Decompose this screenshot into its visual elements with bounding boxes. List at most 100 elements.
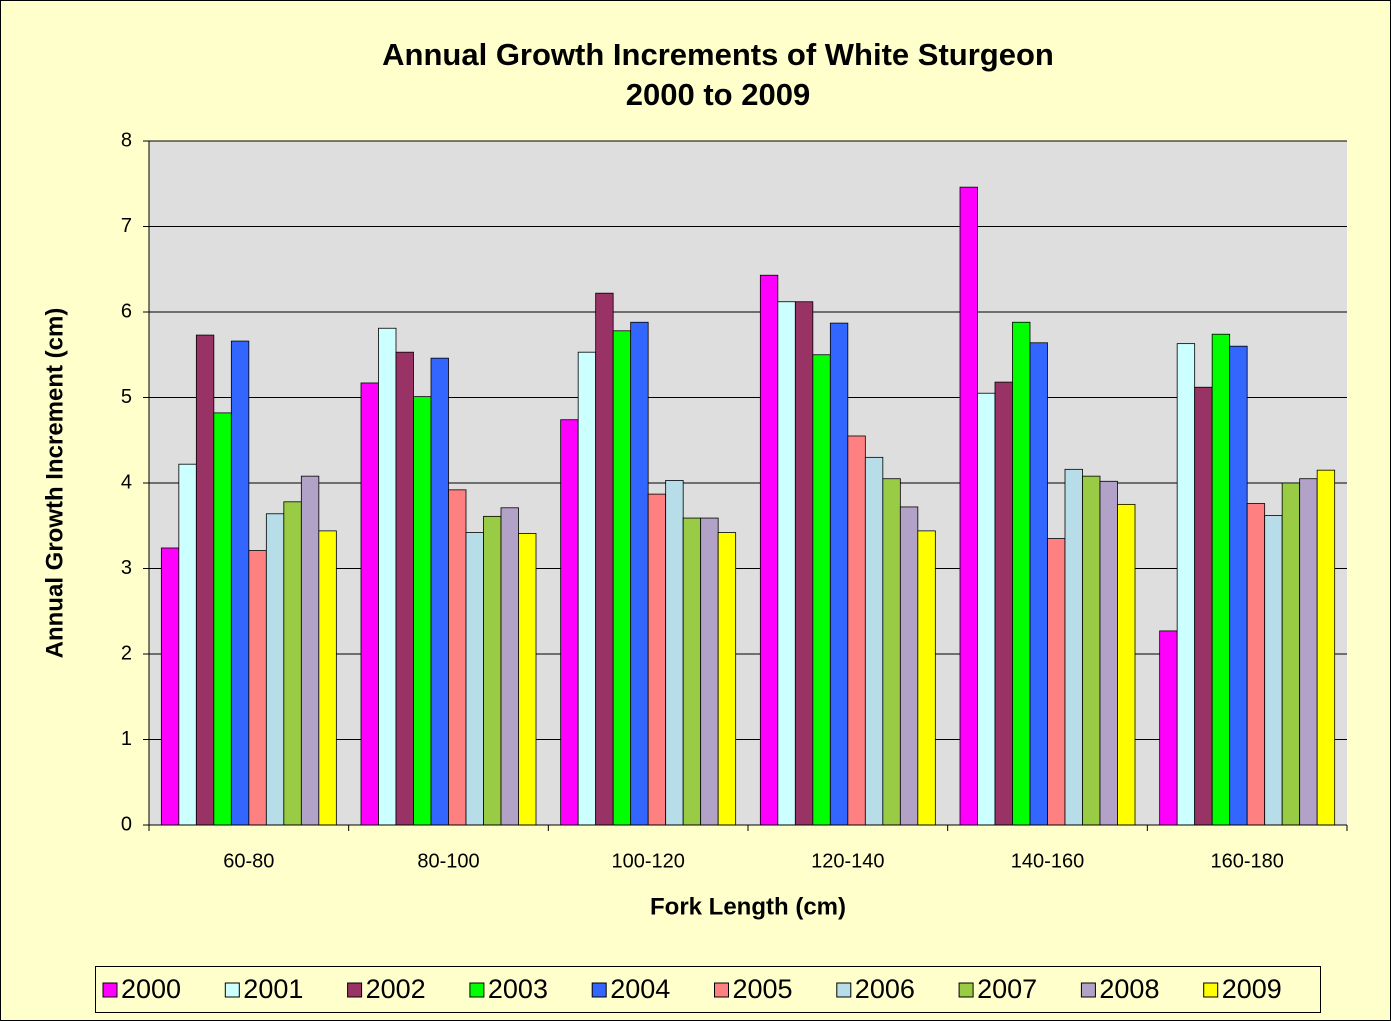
- bar: [759, 274, 779, 826]
- bar: [812, 354, 831, 826]
- legend-label: 2008: [1099, 974, 1159, 1004]
- bar: [1012, 321, 1031, 826]
- bar: [959, 186, 978, 826]
- bar: [1211, 333, 1231, 826]
- x-tick-label: 120-140: [811, 850, 884, 872]
- legend-label: 2009: [1222, 974, 1282, 1004]
- bar: [847, 435, 866, 826]
- x-tick-label: 160-180: [1210, 850, 1283, 872]
- legend-label: 2004: [610, 974, 670, 1004]
- bar: [465, 532, 484, 826]
- bar: [1229, 345, 1248, 826]
- legend-swatch: [469, 982, 485, 998]
- bar: [178, 463, 197, 826]
- bar: [1281, 482, 1301, 826]
- y-tick-label: 3: [121, 557, 132, 579]
- bar: [1082, 475, 1101, 826]
- y-tick-label: 5: [121, 386, 132, 408]
- bar: [595, 292, 614, 826]
- bar: [518, 533, 537, 826]
- legend-label: 2002: [366, 974, 426, 1004]
- x-tick-label: 60-80: [223, 850, 274, 872]
- bar: [1194, 386, 1213, 826]
- y-tick-label: 2: [121, 642, 132, 664]
- legend-label: 2000: [121, 974, 181, 1004]
- bar: [430, 357, 449, 826]
- legend-swatch: [1080, 982, 1096, 998]
- y-tick-label: 7: [121, 215, 132, 237]
- bar: [1264, 515, 1283, 826]
- bar: [1176, 343, 1196, 826]
- bar: [500, 507, 519, 826]
- bar: [195, 334, 215, 826]
- bar: [413, 396, 432, 826]
- chart-subtitle: 2000 to 2009: [626, 77, 810, 112]
- bar: [265, 513, 285, 826]
- bar: [448, 489, 467, 826]
- legend-swatch: [714, 982, 729, 998]
- y-tick-label: 0: [121, 813, 132, 835]
- legend-label: 2001: [243, 974, 303, 1004]
- bar: [483, 515, 502, 826]
- bar: [248, 550, 267, 826]
- legend-label: 2006: [855, 974, 915, 1004]
- bar: [577, 351, 597, 826]
- bar: [378, 327, 397, 826]
- bar: [1299, 478, 1318, 826]
- bar: [794, 301, 814, 826]
- bar: [318, 530, 337, 826]
- x-tick-label: 140-160: [1011, 850, 1084, 872]
- bar: [977, 392, 996, 826]
- bar: [777, 301, 796, 826]
- bar: [917, 530, 936, 826]
- bar: [1099, 480, 1118, 826]
- bar: [395, 351, 414, 826]
- bar: [300, 475, 320, 826]
- bar: [1159, 630, 1178, 826]
- bar: [899, 506, 919, 826]
- legend-swatch: [836, 982, 852, 998]
- legend-swatch: [958, 982, 974, 998]
- bar: [630, 321, 649, 826]
- bar: [1117, 503, 1136, 826]
- bar: [1316, 469, 1336, 826]
- bar: [1246, 503, 1266, 826]
- legend-label: 2003: [488, 974, 548, 1004]
- bar: [829, 322, 849, 826]
- bar: [283, 501, 302, 826]
- bar: [700, 517, 719, 826]
- legend-label: 2007: [977, 974, 1037, 1004]
- y-tick-label: 8: [121, 129, 132, 151]
- legend-swatch: [1203, 982, 1219, 998]
- bar: [682, 517, 702, 826]
- legend-swatch: [347, 982, 363, 998]
- bar: [230, 340, 250, 826]
- bar: [213, 412, 232, 826]
- y-tick-label: 1: [121, 728, 132, 750]
- bar: [864, 456, 884, 826]
- bar: [647, 493, 667, 826]
- bar: [1029, 342, 1048, 826]
- legend: [95, 966, 1321, 1013]
- x-tick-label: 100-120: [611, 850, 684, 872]
- x-axis-title: Fork Length (cm): [650, 893, 846, 920]
- bar: [160, 547, 180, 826]
- bar: [612, 330, 632, 826]
- legend-swatch: [224, 982, 240, 998]
- bar: [665, 480, 684, 826]
- legend-label: 2005: [733, 974, 793, 1004]
- bar: [1064, 468, 1083, 826]
- legend-swatch: [591, 982, 607, 998]
- y-tick-label: 6: [121, 300, 132, 322]
- bar: [360, 382, 379, 826]
- bar: [560, 419, 579, 826]
- chart-title: Annual Growth Increments of White Sturge…: [382, 37, 1054, 72]
- x-tick-label: 80-100: [417, 850, 479, 872]
- y-tick-label: 4: [121, 471, 132, 493]
- bar: [1047, 538, 1066, 826]
- bar: [994, 381, 1013, 826]
- bar: [882, 478, 901, 826]
- bar: [717, 532, 737, 826]
- legend-swatch: [102, 982, 118, 998]
